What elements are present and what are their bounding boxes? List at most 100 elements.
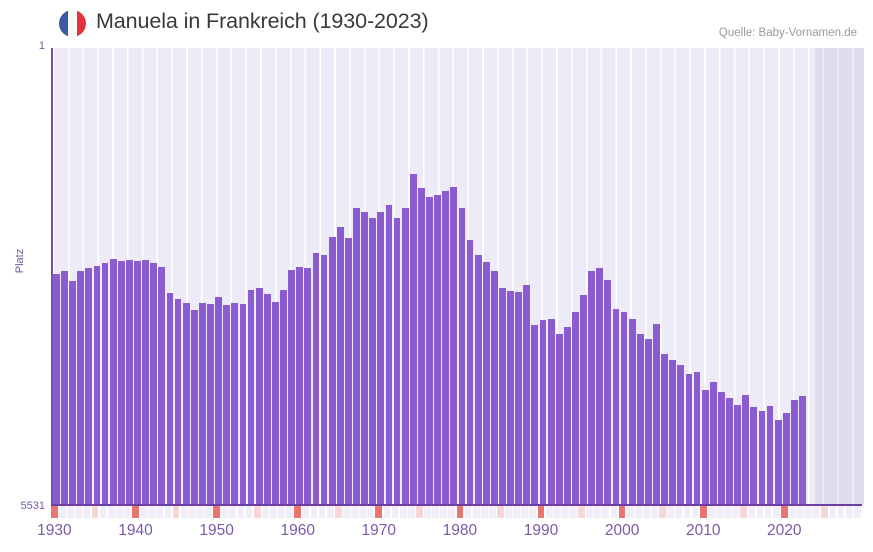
tick-minor — [586, 506, 594, 518]
tick-minor — [383, 506, 391, 518]
tick-minor — [610, 506, 618, 518]
tick-half — [821, 506, 829, 518]
x-tick-label-2010: 2010 — [685, 522, 721, 539]
tick-minor — [472, 506, 480, 518]
tick-half — [740, 506, 748, 518]
tick-minor — [748, 506, 756, 518]
tick-minor — [115, 506, 123, 518]
tick-minor — [123, 506, 131, 518]
tick-major — [618, 506, 626, 518]
x-tick-label-1940: 1940 — [118, 522, 153, 539]
bar — [369, 217, 377, 504]
bar — [207, 303, 214, 504]
bar — [539, 319, 547, 504]
bar — [458, 207, 466, 504]
bar — [563, 327, 571, 504]
bar — [669, 360, 677, 504]
bar — [701, 390, 709, 504]
tick-major — [294, 506, 302, 518]
tick-minor — [302, 506, 310, 518]
bar — [336, 227, 344, 504]
bar — [263, 294, 271, 504]
tick-minor — [310, 506, 318, 518]
bar — [93, 266, 101, 504]
bar — [231, 303, 239, 504]
tick-minor — [553, 506, 561, 518]
bar — [774, 419, 782, 504]
bar — [572, 312, 579, 504]
tick-minor — [237, 506, 245, 518]
tick-minor — [67, 506, 75, 518]
tick-half — [415, 506, 423, 518]
tick-major — [780, 506, 788, 518]
bar — [401, 208, 409, 504]
tick-minor — [813, 506, 821, 518]
tick-half — [253, 506, 261, 518]
tick-minor — [521, 506, 529, 518]
bar — [791, 400, 798, 504]
tick-minor — [99, 506, 107, 518]
bar — [555, 334, 563, 504]
tick-minor — [180, 506, 188, 518]
bar — [547, 318, 555, 504]
bar — [661, 353, 669, 504]
bar — [645, 339, 652, 504]
bar — [150, 263, 158, 504]
tick-minor — [732, 506, 740, 518]
x-axis-tick-strip — [51, 506, 862, 518]
tick-half — [659, 506, 667, 518]
bar — [125, 259, 133, 504]
bar — [466, 239, 474, 504]
bar — [531, 325, 539, 504]
tick-half — [578, 506, 585, 518]
bar — [393, 217, 401, 504]
tick-minor — [440, 506, 448, 518]
bar — [271, 302, 279, 504]
bar — [685, 373, 693, 504]
bar — [101, 263, 109, 504]
x-axis-tick-labels: 1930 1940 1950 1960 1970 1980 1990 2000 2010 2020 — [0, 522, 873, 546]
x-tick-label-1970: 1970 — [361, 522, 397, 539]
tick-minor — [837, 506, 845, 518]
tick-minor — [845, 506, 853, 518]
tick-minor — [278, 506, 285, 518]
tick-minor — [772, 506, 780, 518]
bar — [718, 392, 725, 504]
bar — [312, 253, 320, 504]
tick-minor — [716, 506, 723, 518]
bar — [442, 190, 450, 504]
bar — [109, 258, 117, 504]
bar — [709, 381, 717, 504]
tick-minor — [505, 506, 512, 518]
bar — [653, 323, 660, 504]
page-title: Manuela in Frankreich (1930-2023) — [96, 9, 429, 33]
tick-minor — [148, 506, 156, 518]
tick-minor — [683, 506, 691, 518]
tick-minor — [570, 506, 577, 518]
bar — [134, 260, 141, 504]
tick-minor — [545, 506, 553, 518]
tick-major — [132, 506, 139, 518]
bar — [409, 173, 417, 504]
tick-minor — [594, 506, 602, 518]
bar — [190, 310, 198, 504]
tick-minor — [602, 506, 610, 518]
bar — [523, 285, 531, 504]
bar — [758, 410, 766, 504]
bar — [223, 305, 231, 504]
bar — [499, 287, 506, 504]
bar — [304, 268, 312, 504]
tick-half — [91, 506, 99, 518]
x-tick-label-2000: 2000 — [604, 522, 640, 539]
tick-minor — [513, 506, 521, 518]
tick-half — [334, 506, 342, 518]
x-tick-label-1930: 1930 — [37, 522, 72, 539]
flag-france-icon — [59, 10, 86, 37]
tick-minor — [675, 506, 683, 518]
tick-minor — [359, 506, 366, 518]
tick-minor — [829, 506, 837, 518]
bar — [588, 270, 596, 504]
bar — [782, 412, 790, 504]
tick-minor — [156, 506, 164, 518]
bar — [174, 299, 182, 504]
